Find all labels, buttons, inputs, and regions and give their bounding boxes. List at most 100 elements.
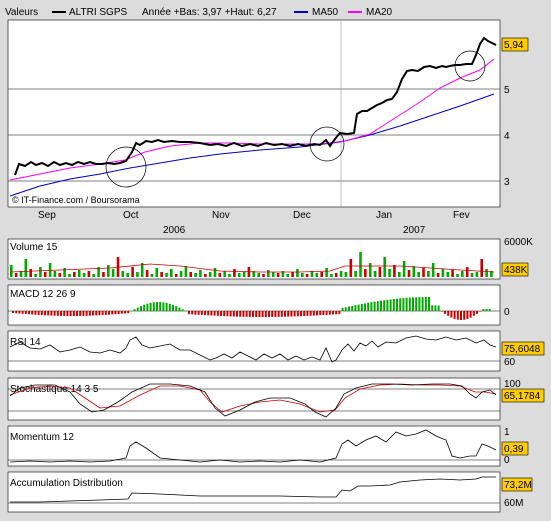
macd-bar (261, 311, 264, 317)
momentum-panel (7, 425, 501, 467)
main-gridlines (8, 88, 500, 182)
volume-bar (160, 272, 163, 277)
macd-bar (47, 311, 50, 316)
macd-bar (232, 311, 235, 317)
macd-bar (18, 311, 21, 314)
macd-bar (421, 297, 424, 311)
stoch-d-line (9, 383, 497, 413)
volume-bar (393, 265, 396, 277)
macd-zero-label: 0 (504, 307, 510, 318)
volume-bar (431, 263, 435, 277)
volume-bar (470, 273, 474, 277)
macd-bar (472, 311, 475, 316)
volume-bar (14, 273, 18, 277)
volume-bar (228, 274, 231, 277)
macd-bar (79, 311, 82, 316)
header-prefix: Valeurs (5, 7, 38, 18)
volume-bar (402, 261, 406, 277)
year-label: 2007 (403, 225, 426, 236)
macd-bar (319, 311, 322, 316)
macd-bar (159, 302, 162, 311)
macd-panel (7, 284, 501, 326)
volume-bar (281, 271, 285, 277)
volume-bar (204, 274, 207, 277)
stoch-last-tag (501, 388, 545, 403)
macd-bar (399, 298, 402, 311)
macd-bar (255, 311, 258, 317)
macd-bar (389, 299, 392, 311)
macd-bar (412, 297, 414, 311)
macd-bar (316, 311, 318, 316)
accdist-level-label: 60M (504, 498, 523, 509)
macd-bar (466, 311, 469, 319)
volume-bar (174, 274, 178, 277)
month-label: Sep (38, 210, 56, 221)
macd-bar (444, 311, 446, 314)
volume-bar (242, 272, 246, 277)
volume-bar (388, 269, 391, 277)
volume-bar (276, 273, 280, 277)
macd-bar (162, 302, 165, 311)
macd-bar (309, 311, 312, 316)
macd-bar (428, 297, 430, 311)
macd-bar (252, 311, 254, 317)
volume-bar (208, 272, 212, 277)
macd-bar (376, 301, 379, 311)
macd-bar (15, 311, 18, 314)
volume-bar (456, 274, 459, 277)
year-label: 2006 (163, 225, 186, 236)
macd-bar (220, 311, 222, 316)
macd-bar (143, 304, 146, 311)
macd-bar (277, 311, 280, 317)
volume-bar (145, 270, 149, 277)
volume-bar (267, 270, 270, 277)
volume-bar (325, 268, 328, 277)
macd-bar (479, 311, 482, 312)
macd-bar (136, 307, 139, 311)
volume-bar (10, 265, 13, 277)
macd-bar (204, 311, 206, 316)
macd-bar (213, 311, 216, 316)
volume-bar (43, 272, 47, 277)
macd-bar (111, 311, 114, 315)
macd-bar (239, 311, 242, 317)
macd-bar (274, 311, 277, 317)
rsi-panel (7, 330, 501, 372)
macd-bar (130, 310, 133, 312)
macd-bar (296, 311, 299, 317)
volume-bar (407, 270, 411, 277)
volume-bar (465, 267, 469, 277)
volume-bar (107, 265, 110, 277)
ma50-legend-label: MA50 (312, 7, 339, 18)
macd-bar (290, 311, 293, 317)
volume-bar (359, 252, 362, 277)
macd-bar (207, 311, 210, 316)
macd-bar (248, 311, 251, 317)
macd-bar (152, 302, 155, 311)
volume-bar (364, 269, 367, 277)
volume-bar (291, 272, 294, 277)
volume-bar (373, 271, 377, 277)
volume-bar (344, 272, 348, 277)
macd-bar (306, 311, 309, 316)
volume-bar (121, 271, 125, 277)
macd-bar (258, 311, 261, 317)
macd-bar (431, 305, 434, 311)
macd-bar (325, 311, 328, 315)
momentum-last-tag (501, 441, 529, 456)
volume-bar (301, 273, 304, 277)
macd-bar (383, 300, 386, 311)
macd-bar (188, 311, 190, 315)
macd-bar (456, 311, 459, 320)
macd-bar (434, 305, 437, 311)
macd-bar (280, 311, 283, 317)
volume-bar (155, 268, 159, 277)
stoch-last-value: 65,1784 (504, 391, 541, 402)
macd-bar (140, 306, 142, 311)
month-label: Jan (376, 210, 392, 221)
volume-bar (330, 274, 333, 277)
volume-bar (490, 271, 493, 277)
volume-bar (480, 259, 483, 277)
macd-bar (226, 311, 229, 317)
volume-bar (111, 269, 115, 277)
